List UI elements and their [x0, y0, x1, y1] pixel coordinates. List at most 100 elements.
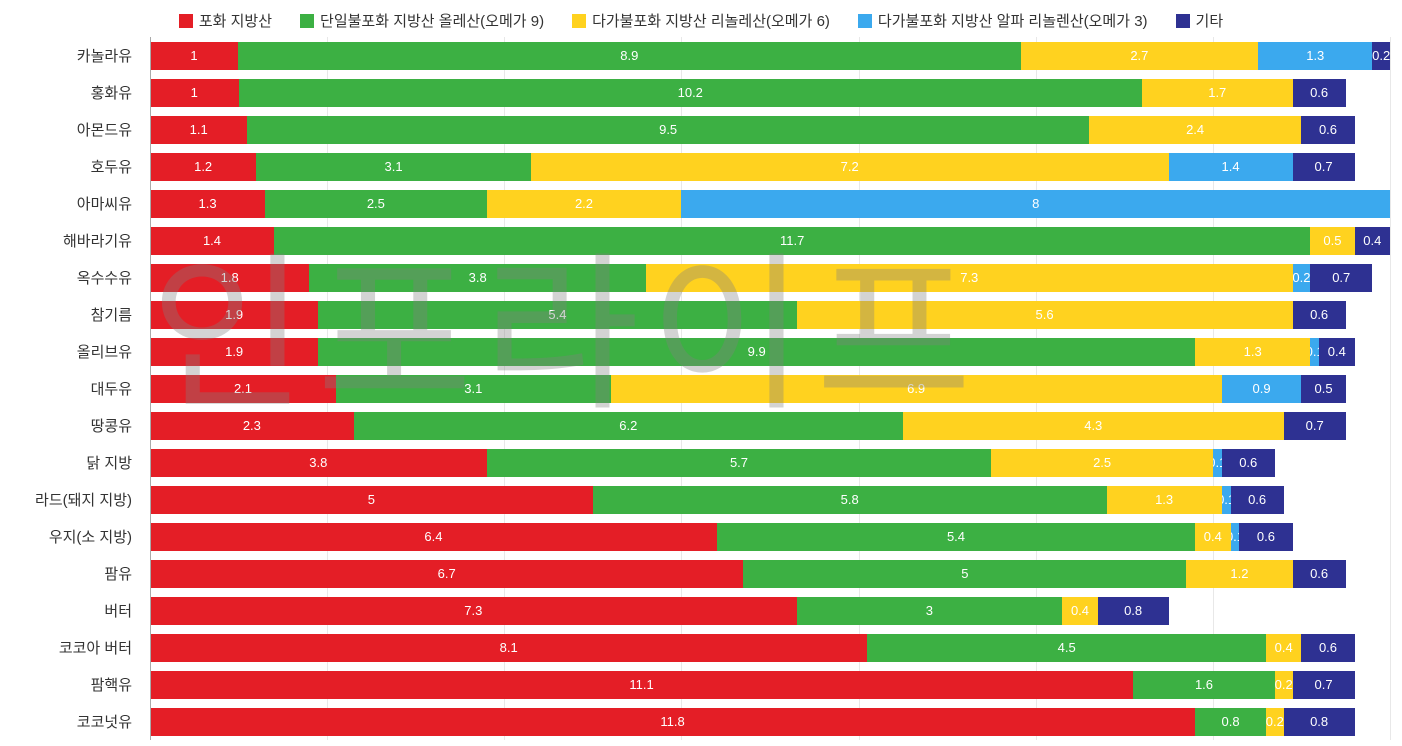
bar-segment-other: 0.4 [1355, 227, 1390, 255]
chart-row: 땅콩유2.36.24.30.7 [150, 407, 1392, 444]
legend-item-poly_linoleic: 다가불포화 지방산 리놀레산(오메가 6) [572, 10, 830, 31]
bar-segment-saturated: 6.4 [150, 523, 717, 551]
bar-segment-poly_linoleic: 0.4 [1195, 523, 1230, 551]
row-label: 우지(소 지방) [0, 526, 140, 547]
bar-segment-saturated: 7.3 [150, 597, 797, 625]
bar-segment-mono_oleic: 1.6 [1133, 671, 1275, 699]
chart-row: 코코아 버터8.14.50.40.6 [150, 629, 1392, 666]
bar-segment-poly_linoleic: 7.2 [531, 153, 1169, 181]
legend-label: 다가불포화 지방산 리놀레산(오메가 6) [592, 10, 830, 31]
row-label: 땅콩유 [0, 415, 140, 436]
row-label: 호두유 [0, 156, 140, 177]
bar-segment-mono_oleic: 10.2 [239, 79, 1142, 107]
bar-segment-saturated: 1.9 [150, 338, 318, 366]
bar-segment-saturated: 1.2 [150, 153, 256, 181]
bar-segment-poly_alpha_linolenic: 8 [681, 190, 1390, 218]
bar-segment-saturated: 11.1 [150, 671, 1133, 699]
bar-segment-poly_linoleic: 1.3 [1195, 338, 1310, 366]
chart-legend: 포화 지방산단일불포화 지방산 올레산(오메가 9)다가불포화 지방산 리놀레산… [0, 0, 1402, 37]
bar-segment-mono_oleic: 9.9 [318, 338, 1195, 366]
bar-segment-poly_alpha_linolenic: 0.1 [1222, 486, 1231, 514]
bar-segment-saturated: 11.8 [150, 708, 1195, 736]
bar-segment-poly_linoleic: 0.2 [1266, 708, 1284, 736]
bar-container: 8.14.50.40.6 [150, 634, 1390, 662]
bar-segment-mono_oleic: 5.4 [717, 523, 1195, 551]
bar-container: 3.85.72.50.10.6 [150, 449, 1390, 477]
bar-segment-poly_linoleic: 0.5 [1310, 227, 1354, 255]
bar-container: 110.21.70.6 [150, 79, 1390, 107]
bar-segment-poly_linoleic: 1.2 [1186, 560, 1292, 588]
bar-segment-poly_alpha_linolenic: 0.1 [1310, 338, 1319, 366]
bar-container: 7.330.40.8 [150, 597, 1390, 625]
bar-segment-mono_oleic: 3.1 [256, 153, 531, 181]
bar-segment-saturated: 8.1 [150, 634, 867, 662]
legend-item-mono_oleic: 단일불포화 지방산 올레산(오메가 9) [300, 10, 544, 31]
chart-row: 라드(돼지 지방)55.81.30.10.6 [150, 481, 1392, 518]
bar-segment-poly_linoleic: 0.2 [1275, 671, 1293, 699]
bar-container: 1.32.52.28 [150, 190, 1390, 218]
bar-segment-mono_oleic: 11.7 [274, 227, 1310, 255]
chart-row: 팜유6.751.20.6 [150, 555, 1392, 592]
bar-segment-poly_linoleic: 0.4 [1266, 634, 1301, 662]
bar-container: 2.13.16.90.90.5 [150, 375, 1390, 403]
bar-segment-poly_alpha_linolenic: 0.1 [1231, 523, 1240, 551]
bar-segment-saturated: 5 [150, 486, 593, 514]
bar-segment-mono_oleic: 5 [743, 560, 1186, 588]
row-label: 해바라기유 [0, 230, 140, 251]
bar-segment-other: 0.6 [1301, 116, 1354, 144]
bar-segment-mono_oleic: 4.5 [867, 634, 1266, 662]
legend-item-poly_alpha_linolenic: 다가불포화 지방산 알파 리놀렌산(오메가 3) [858, 10, 1148, 31]
chart-row: 옥수수유1.83.87.30.20.7 [150, 259, 1392, 296]
bar-container: 6.45.40.40.10.6 [150, 523, 1390, 551]
y-axis-line [150, 37, 151, 740]
chart-plot-area: 인포라이프 카놀라유18.92.71.30.2홍화유110.21.70.6아몬드… [0, 37, 1402, 740]
bar-segment-other: 0.8 [1284, 708, 1355, 736]
bar-segment-other: 0.6 [1301, 634, 1354, 662]
row-label: 버터 [0, 600, 140, 621]
legend-swatch [572, 14, 586, 28]
chart-row: 아마씨유1.32.52.28 [150, 185, 1392, 222]
bar-segment-poly_linoleic: 2.5 [991, 449, 1212, 477]
bar-container: 1.411.70.50.4 [150, 227, 1390, 255]
chart-row: 해바라기유1.411.70.50.4 [150, 222, 1392, 259]
chart-row: 팜핵유11.11.60.20.7 [150, 666, 1392, 703]
bar-segment-mono_oleic: 9.5 [247, 116, 1088, 144]
bar-segment-other: 0.8 [1098, 597, 1169, 625]
row-label: 팜핵유 [0, 674, 140, 695]
legend-swatch [1176, 14, 1190, 28]
bar-container: 1.99.91.30.10.4 [150, 338, 1390, 366]
bar-container: 2.36.24.30.7 [150, 412, 1390, 440]
row-label: 올리브유 [0, 341, 140, 362]
row-label: 아몬드유 [0, 119, 140, 140]
bar-segment-poly_alpha_linolenic: 1.4 [1169, 153, 1293, 181]
bar-segment-mono_oleic: 2.5 [265, 190, 486, 218]
bar-segment-poly_alpha_linolenic: 0.9 [1222, 375, 1302, 403]
bar-segment-other: 0.6 [1239, 523, 1292, 551]
bar-segment-saturated: 3.8 [150, 449, 487, 477]
bar-segment-saturated: 1 [150, 79, 239, 107]
bar-segment-poly_alpha_linolenic: 1.3 [1258, 42, 1372, 70]
legend-label: 기타 [1196, 10, 1224, 31]
bar-segment-poly_linoleic: 4.3 [903, 412, 1284, 440]
bar-segment-mono_oleic: 0.8 [1195, 708, 1266, 736]
bar-segment-mono_oleic: 8.9 [238, 42, 1021, 70]
chart-row: 참기름1.95.45.60.6 [150, 296, 1392, 333]
chart-row: 코코넛유11.80.80.20.8 [150, 703, 1392, 740]
chart-row: 우지(소 지방)6.45.40.40.10.6 [150, 518, 1392, 555]
bar-segment-other: 0.6 [1293, 560, 1346, 588]
chart-row: 버터7.330.40.8 [150, 592, 1392, 629]
bar-container: 1.19.52.40.6 [150, 116, 1390, 144]
bar-segment-poly_linoleic: 2.7 [1021, 42, 1258, 70]
bar-container: 55.81.30.10.6 [150, 486, 1390, 514]
bar-segment-saturated: 2.1 [150, 375, 336, 403]
legend-label: 단일불포화 지방산 올레산(오메가 9) [320, 10, 544, 31]
bar-segment-other: 0.7 [1293, 153, 1355, 181]
row-label: 아마씨유 [0, 193, 140, 214]
bar-container: 11.11.60.20.7 [150, 671, 1390, 699]
row-label: 대두유 [0, 378, 140, 399]
row-label: 라드(돼지 지방) [0, 489, 140, 510]
bar-segment-other: 0.6 [1222, 449, 1275, 477]
legend-item-other: 기타 [1176, 10, 1224, 31]
bar-segment-other: 0.5 [1301, 375, 1345, 403]
row-label: 코코아 버터 [0, 637, 140, 658]
